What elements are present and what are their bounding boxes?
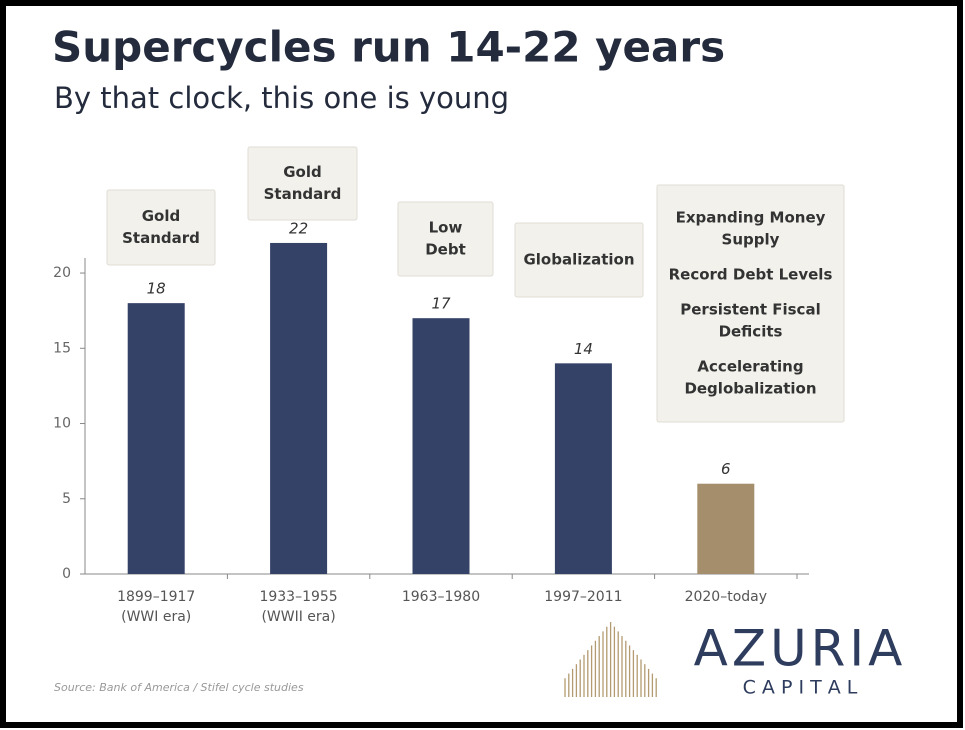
annotation-text: Expanding Money xyxy=(676,209,826,227)
y-tick-label: 10 xyxy=(53,416,71,432)
annotation-box xyxy=(247,146,358,221)
x-tick-label: 2020–today xyxy=(685,589,767,605)
bar xyxy=(412,318,470,574)
logo-mark xyxy=(564,622,657,697)
value-label: 6 xyxy=(721,460,731,478)
annotation-text: Supply xyxy=(722,231,780,249)
x-tick-label: 1933–1955 xyxy=(259,589,337,605)
value-label: 18 xyxy=(147,280,166,298)
annotation-text: Gold xyxy=(283,163,322,181)
y-tick-label: 5 xyxy=(62,491,71,507)
annotation-text: Globalization xyxy=(523,251,634,269)
annotation-text: Persistent Fiscal xyxy=(680,301,820,319)
annotation-text: Low xyxy=(429,219,463,237)
x-tick-label: (WWI era) xyxy=(121,609,191,625)
annotation-box xyxy=(656,184,845,423)
bar xyxy=(127,303,185,574)
annotation-text: Debt xyxy=(425,241,466,259)
annotation-text: Deglobalization xyxy=(684,380,816,398)
x-tick-label: (WWII era) xyxy=(261,609,335,625)
chart-subtitle: By that clock, this one is young xyxy=(54,81,509,115)
value-label: 22 xyxy=(289,219,308,237)
y-tick-label: 20 xyxy=(53,265,71,281)
bar xyxy=(554,363,612,574)
annotation-text: Deficits xyxy=(719,323,783,341)
x-tick-label: 1899–1917 xyxy=(117,589,195,605)
annotation-text: Standard xyxy=(122,229,200,247)
y-tick-label: 0 xyxy=(62,566,71,582)
value-label: 17 xyxy=(431,295,451,313)
logo-name: AZURIA xyxy=(694,620,907,678)
y-tick-label: 15 xyxy=(53,340,71,356)
source: Source: Bank of America / Stifel cycle s… xyxy=(54,681,304,694)
value-label: 14 xyxy=(574,340,593,358)
x-tick-label: 1997–2011 xyxy=(544,589,622,605)
annotation-text: Standard xyxy=(264,185,342,203)
bar xyxy=(270,242,328,574)
chart-title: Supercycles run 14-22 years xyxy=(52,23,725,72)
logo-sub: C A P I T A L xyxy=(743,677,858,699)
annotation-box xyxy=(106,189,216,266)
x-tick-label: 1963–1980 xyxy=(402,589,480,605)
annotation-box xyxy=(514,222,644,298)
bar xyxy=(697,483,755,574)
annotation-text: Gold xyxy=(142,207,181,225)
annotation-text: Accelerating xyxy=(697,358,803,376)
annotation-box xyxy=(397,201,494,277)
annotation-text: Record Debt Levels xyxy=(669,266,833,284)
